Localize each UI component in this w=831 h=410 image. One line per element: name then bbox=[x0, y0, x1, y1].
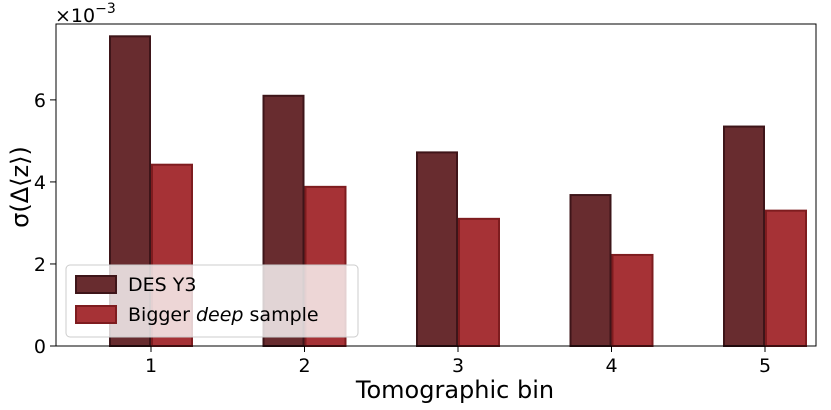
bar-series1-bin-5 bbox=[723, 125, 765, 347]
bar-series2-bin-5 bbox=[765, 209, 807, 347]
bar-series1-bin-3 bbox=[416, 151, 458, 347]
plot-frame bbox=[55, 23, 817, 347]
x-tick-label: 3 bbox=[452, 355, 464, 377]
legend: DES Y3 Bigger deep sample bbox=[65, 264, 359, 338]
x-axis-label: Tomographic bin bbox=[355, 376, 554, 404]
y-tick-label: 6 bbox=[34, 90, 46, 112]
bar-series1-bin-4 bbox=[569, 194, 612, 347]
x-tick-label: 5 bbox=[759, 355, 771, 377]
bar-series2-bin-3 bbox=[458, 217, 500, 347]
y-axis-offset-text: ×10−3 bbox=[55, 1, 116, 27]
offset-base: ×10 bbox=[55, 5, 95, 27]
legend-swatch-series2 bbox=[75, 305, 117, 324]
y-tick-label: 0 bbox=[34, 336, 46, 358]
x-tick-label: 4 bbox=[605, 355, 617, 377]
legend-label-series2: Bigger deep sample bbox=[128, 304, 319, 326]
x-axis-ticks: 1 2 3 4 5 bbox=[145, 346, 771, 377]
y-axis-label: σ(Δ⟨z⟩) bbox=[6, 146, 34, 228]
x-tick-label: 1 bbox=[145, 355, 157, 377]
legend-label-series1: DES Y3 bbox=[128, 274, 196, 296]
offset-exponent: −3 bbox=[95, 1, 116, 17]
legend-box bbox=[65, 264, 359, 338]
y-tick-label: 2 bbox=[34, 254, 46, 276]
bar-series2-bin-4 bbox=[611, 253, 654, 347]
y-tick-label: 4 bbox=[34, 172, 46, 194]
y-axis-label-text: σ(Δ⟨z⟩) bbox=[6, 146, 34, 228]
legend-swatch-series1 bbox=[75, 275, 117, 294]
x-tick-label: 2 bbox=[298, 355, 310, 377]
y-axis-ticks: 0 2 4 6 bbox=[34, 90, 56, 358]
